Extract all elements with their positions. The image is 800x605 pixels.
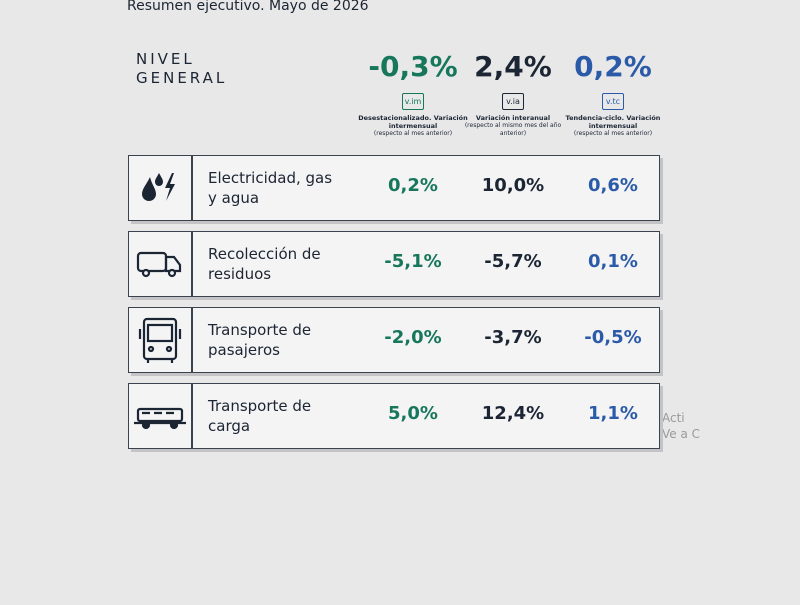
icons (134, 173, 186, 430)
note: (respecto al mes anterior) (573, 130, 653, 137)
summary-label: NIVEL GENERAL (136, 50, 227, 88)
description: Desestacionalizado. Variación intermensu… (358, 114, 468, 130)
page: {"header": {"title": "Resumen ejecutivo.… (127, 0, 701, 449)
row-label: Transporte de carga (208, 397, 312, 435)
row-label: Electricidad, gas y agua (208, 169, 333, 207)
row-value: 0,1% (588, 251, 638, 272)
summary-description: Variación interanual (respecto al mismo m… (458, 114, 568, 138)
watermark-line: Acti (662, 411, 685, 425)
row-value: 12,4% (481, 403, 545, 424)
description: Tendencia-ciclo. Variación intermensual (565, 114, 661, 130)
row-value: 1,1% (588, 403, 638, 424)
description: Variación interanual (475, 114, 551, 122)
badge: v.im (402, 93, 424, 110)
watermark: Acti Ve a C (662, 410, 700, 442)
row-value: -5,7% (484, 251, 542, 272)
row-label: Transporte de pasajeros (208, 321, 312, 359)
summary-description: Tendencia-ciclo. Variación intermensual(… (558, 114, 668, 138)
row-value: 0,6% (588, 175, 638, 196)
title: Resumen ejecutivo. Mayo de 2026 (127, 0, 369, 14)
row-box (192, 307, 660, 373)
row-value: 10,0% (481, 175, 545, 196)
row-value: -5,1% (384, 251, 442, 272)
summary-description: Desestacionalizado. Variación intermensu… (358, 114, 468, 138)
watermark-line: Ve a C (662, 427, 701, 441)
row-value: -2,0% (384, 327, 442, 348)
summary-value: -0,3% (368, 50, 458, 83)
note: (respecto al mismo mes del año anterior) (464, 122, 562, 137)
note: (respecto al mes anterior) (373, 130, 453, 137)
row-label: Recolección de residuos (208, 245, 321, 283)
row-value: -0,5% (584, 327, 642, 348)
summary-value: 2,4% (474, 50, 552, 83)
summary-value: 0,2% (574, 50, 652, 83)
row-box (192, 155, 660, 221)
badge: v.ia (502, 93, 524, 110)
row-value: -3,7% (484, 327, 542, 348)
row-value: 5,0% (388, 403, 438, 424)
badge: v.tc (602, 93, 624, 110)
label-line: GENERAL (136, 69, 228, 87)
row-value: 0,2% (388, 175, 438, 196)
icon-box (128, 155, 192, 221)
row-box (192, 383, 660, 449)
row-box (192, 231, 660, 297)
label-line: NIVEL (136, 50, 195, 68)
